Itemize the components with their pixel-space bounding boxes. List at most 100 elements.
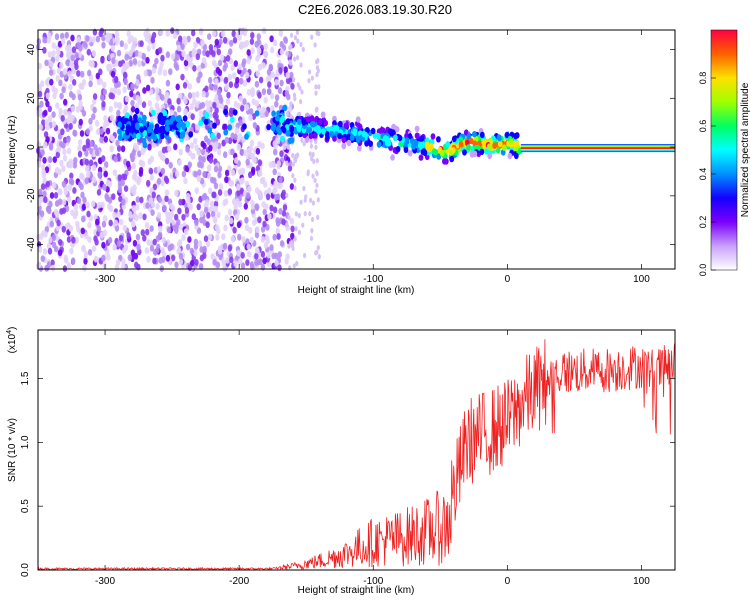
spectrogram-noise-cell	[132, 37, 138, 44]
spectrogram-noise-cell	[44, 166, 50, 174]
spectrogram-noise-cell	[213, 200, 219, 208]
spectrogram-noise-cell	[129, 90, 134, 98]
spectrogram-y-label: Frequency (Hz)	[7, 116, 18, 185]
spectrogram-ridge-cell	[439, 150, 445, 157]
spectrogram-noise-cell	[198, 110, 204, 118]
spectrogram-noise-cell	[247, 185, 252, 193]
spectrogram-noise-cell	[212, 177, 217, 185]
spectrogram-noise-cell	[62, 136, 68, 144]
spectrogram-noise-cell	[254, 40, 259, 48]
spectrogram-noise-cell	[44, 59, 49, 67]
spectrogram-noise-cell	[158, 257, 163, 264]
spectrogram-noise-cell	[193, 41, 198, 49]
spectrogram-noise-cell	[37, 62, 42, 70]
spectrogram-noise-cell	[239, 148, 244, 156]
spectrogram-noise-cell	[193, 238, 199, 246]
spectrogram-noise-cell	[137, 176, 142, 183]
spectrogram-noise-cell	[74, 51, 79, 59]
spectrogram-noise-cell	[212, 191, 217, 199]
spectrogram-noise-cell	[230, 235, 235, 243]
spectrogram-noise-cell	[61, 38, 66, 45]
spectrogram-noise-cell	[248, 144, 253, 152]
spectrogram-noise-cell	[192, 65, 197, 72]
spectrogram-noise-cell	[207, 187, 213, 195]
spectrogram-noise-cell	[195, 123, 200, 131]
svg-text:(x104): (x104)	[6, 327, 18, 354]
spectrogram-noise-cell	[116, 211, 121, 218]
spectrogram-ridge-cell	[479, 148, 485, 155]
spectrogram-noise-cell	[267, 81, 272, 88]
spectrogram-noise-cell	[117, 174, 123, 182]
spectrogram-noise-cell	[199, 161, 204, 169]
colorbar: 0.0 0.2 0.4 0.6 0.8 Normalized spectral ampl…	[698, 29, 750, 277]
spectrogram-noise-cell	[140, 160, 146, 168]
spectrogram-noise-cell	[287, 214, 291, 220]
spectrogram-noise-cell	[213, 205, 218, 213]
spectrogram-noise-cell	[271, 161, 276, 168]
spectrogram-noise-cell	[37, 90, 43, 98]
spectrogram-ridge-cell	[165, 119, 171, 126]
spectrogram-noise-cell	[160, 94, 165, 101]
spectrogram-ridge-cell	[285, 130, 291, 137]
spectrogram-noise-cell	[267, 187, 272, 195]
spectrogram-noise-cell	[64, 31, 70, 39]
spectrogram-noise-cell	[156, 212, 162, 219]
spectrogram-noise-cell	[40, 149, 45, 157]
spectrogram-noise-cell	[141, 101, 147, 109]
spectrogram-ridge-cell	[397, 134, 403, 142]
spectrogram-noise-cell	[155, 105, 160, 113]
spectrogram-noise-cell	[159, 153, 164, 161]
spectrogram-noise-cell	[53, 192, 59, 199]
spectrogram-noise-cell	[84, 177, 90, 185]
spectrogram-noise-cell	[301, 222, 305, 228]
spectrogram-noise-cell	[195, 101, 200, 109]
spectrogram-ridge-cell	[275, 125, 281, 133]
spectrogram-noise-cell	[68, 83, 73, 91]
spectrogram-noise-cell	[61, 198, 67, 206]
spectrogram-noise-cell	[113, 101, 119, 109]
spectrogram-noise-cell	[103, 135, 109, 143]
spectrogram-noise-cell	[39, 210, 45, 218]
spectrogram-noise-cell	[115, 36, 120, 44]
spectrogram-noise-cell	[52, 181, 57, 189]
spectrogram-noise-cell	[299, 62, 303, 68]
spectrogram-ridge-cell	[364, 140, 369, 147]
spectrogram-noise-cell	[119, 40, 125, 48]
spectrogram-noise-cell	[41, 164, 46, 171]
spectrogram-noise-cell	[283, 37, 288, 44]
colorbar-tick-label: 0.0	[698, 264, 708, 277]
spectrogram-noise-cell	[128, 50, 133, 57]
spectrogram-noise-cell	[126, 160, 131, 168]
spectrogram-noise-cell	[113, 76, 119, 84]
spectrogram-noise-cell	[302, 141, 306, 147]
spectrogram-noise-cell	[215, 261, 221, 269]
spectrogram-noise-cell	[219, 54, 225, 62]
spectrogram-noise-cell	[249, 108, 254, 115]
spectrogram-noise-cell	[234, 213, 240, 221]
colorbar-tick-label: 0.2	[698, 216, 708, 229]
spectrogram-noise-cell	[195, 36, 201, 44]
spectrogram-noise-cell	[299, 41, 303, 48]
spectrogram-noise-cell	[104, 161, 109, 169]
spectrogram-noise-cell	[71, 67, 76, 75]
spectrogram-noise-cell	[101, 241, 106, 249]
spectrogram-noise-cell	[218, 183, 224, 190]
snr-scale-exponent: 4	[6, 330, 13, 334]
spectrogram-noise-cell	[147, 69, 152, 77]
spectrogram-noise-cell	[181, 50, 186, 58]
spectrogram-noise-cell	[314, 188, 318, 194]
spectrogram-noise-cell	[155, 203, 160, 210]
spectrogram-noise-cell	[58, 79, 63, 87]
spectrogram-noise-cell	[195, 53, 200, 61]
spectrogram-noise-cell	[138, 212, 143, 220]
spectrogram-noise-cell	[58, 188, 63, 196]
spectrogram-noise-cell	[233, 203, 238, 211]
spectrogram-ridge-cell	[162, 109, 168, 117]
spectrogram-noise-cell	[285, 51, 289, 57]
spectrogram-noise-cell	[126, 232, 131, 240]
spectrogram-noise-cell	[56, 219, 61, 227]
spectrogram-noise-cell	[108, 219, 113, 227]
spectrogram-noise-cell	[70, 34, 75, 42]
spectrogram-ridge-cell	[158, 127, 164, 134]
spectrogram-noise-cell	[232, 72, 237, 80]
